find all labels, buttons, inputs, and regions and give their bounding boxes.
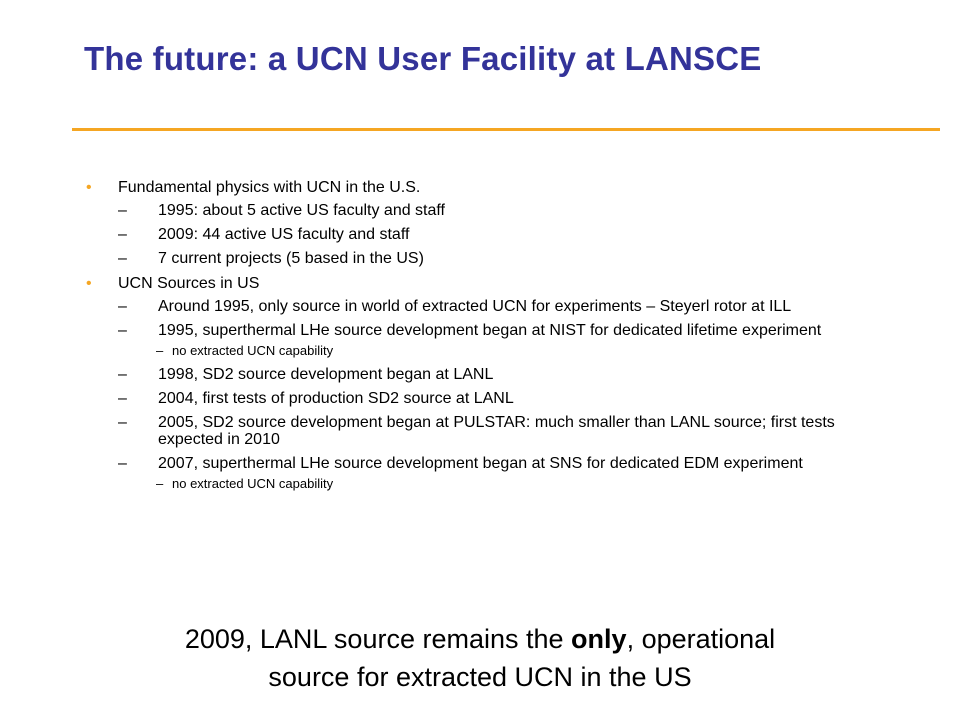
sub-list: – 1995: about 5 active US faculty and sta… [118, 202, 884, 267]
conclusion-statement: 2009, LANL source remains the only, oper… [0, 620, 960, 696]
dash-marker: – [118, 414, 127, 431]
dash-marker: – [118, 366, 127, 383]
sub-item-text: 2004, first tests of production SD2 sour… [158, 390, 514, 407]
bullet-marker: • [86, 179, 92, 196]
sub-item: – 1998, SD2 source development began at L… [118, 366, 884, 383]
sub-item: – 1995: about 5 active US faculty and sta… [118, 202, 884, 219]
dash-marker: – [118, 455, 127, 472]
dash-marker: – [156, 476, 164, 491]
bullet-text: UCN Sources in US [118, 275, 260, 292]
dash-marker: – [156, 343, 164, 358]
dash-marker: – [118, 298, 127, 315]
sub-sub-item: – no extracted UCN capability [118, 343, 884, 359]
title-divider [72, 128, 940, 131]
bullet-text: Fundamental physics with UCN in the U.S. [118, 179, 421, 196]
sub-item-text: 1998, SD2 source development began at LA… [158, 366, 494, 383]
bullet-item: • Fundamental physics with UCN in the U.… [84, 178, 884, 267]
conclusion-line-1: 2009, LANL source remains the only, oper… [0, 620, 960, 658]
sub-sub-item-text: no extracted UCN capability [172, 343, 334, 358]
bullet-list: • Fundamental physics with UCN in the U.… [84, 178, 884, 499]
sub-item: – 2004, first tests of production SD2 sou… [118, 390, 884, 407]
sub-item: – 7 current projects (5 based in the US) [118, 250, 884, 267]
sub-item-text: 1995, superthermal LHe source developmen… [158, 322, 822, 339]
conclusion-text-post: , operational [626, 624, 776, 654]
sub-item-text: 2007, superthermal LHe source developmen… [158, 455, 803, 472]
sub-item: – 2009: 44 active US faculty and staff [118, 226, 884, 243]
sub-item: – 2007, superthermal LHe source developme… [118, 455, 884, 472]
sub-item-text: 1995: about 5 active US faculty and staf… [158, 202, 445, 219]
sub-sub-item: – no extracted UCN capability [118, 476, 884, 492]
sub-item-text: 7 current projects (5 based in the US) [158, 250, 424, 267]
conclusion-emphasis: only [571, 624, 627, 654]
sub-item-text: 2005, SD2 source development began at PU… [158, 414, 835, 448]
bullet-item: • UCN Sources in US – Around 1995, only s… [84, 274, 884, 492]
sub-item: – 2005, SD2 source development began at P… [118, 414, 884, 448]
dash-marker: – [118, 322, 127, 339]
sub-item: – Around 1995, only source in world of ex… [118, 298, 884, 315]
dash-marker: – [118, 390, 127, 407]
sub-item-text: 2009: 44 active US faculty and staff [158, 226, 410, 243]
sub-list: – Around 1995, only source in world of ex… [118, 298, 884, 492]
conclusion-text-pre: 2009, LANL source remains the [184, 624, 572, 654]
sub-item: – 1995, superthermal LHe source developme… [118, 322, 884, 339]
dash-marker: – [118, 226, 127, 243]
sub-item-text: Around 1995, only source in world of ext… [158, 298, 792, 315]
sub-sub-item-text: no extracted UCN capability [172, 476, 334, 491]
slide-title: The future: a UCN User Facility at LANSC… [84, 40, 762, 77]
bullet-marker: • [86, 275, 92, 292]
dash-marker: – [118, 202, 127, 219]
conclusion-line-2: source for extracted UCN in the US [268, 662, 692, 692]
dash-marker: – [118, 250, 127, 267]
